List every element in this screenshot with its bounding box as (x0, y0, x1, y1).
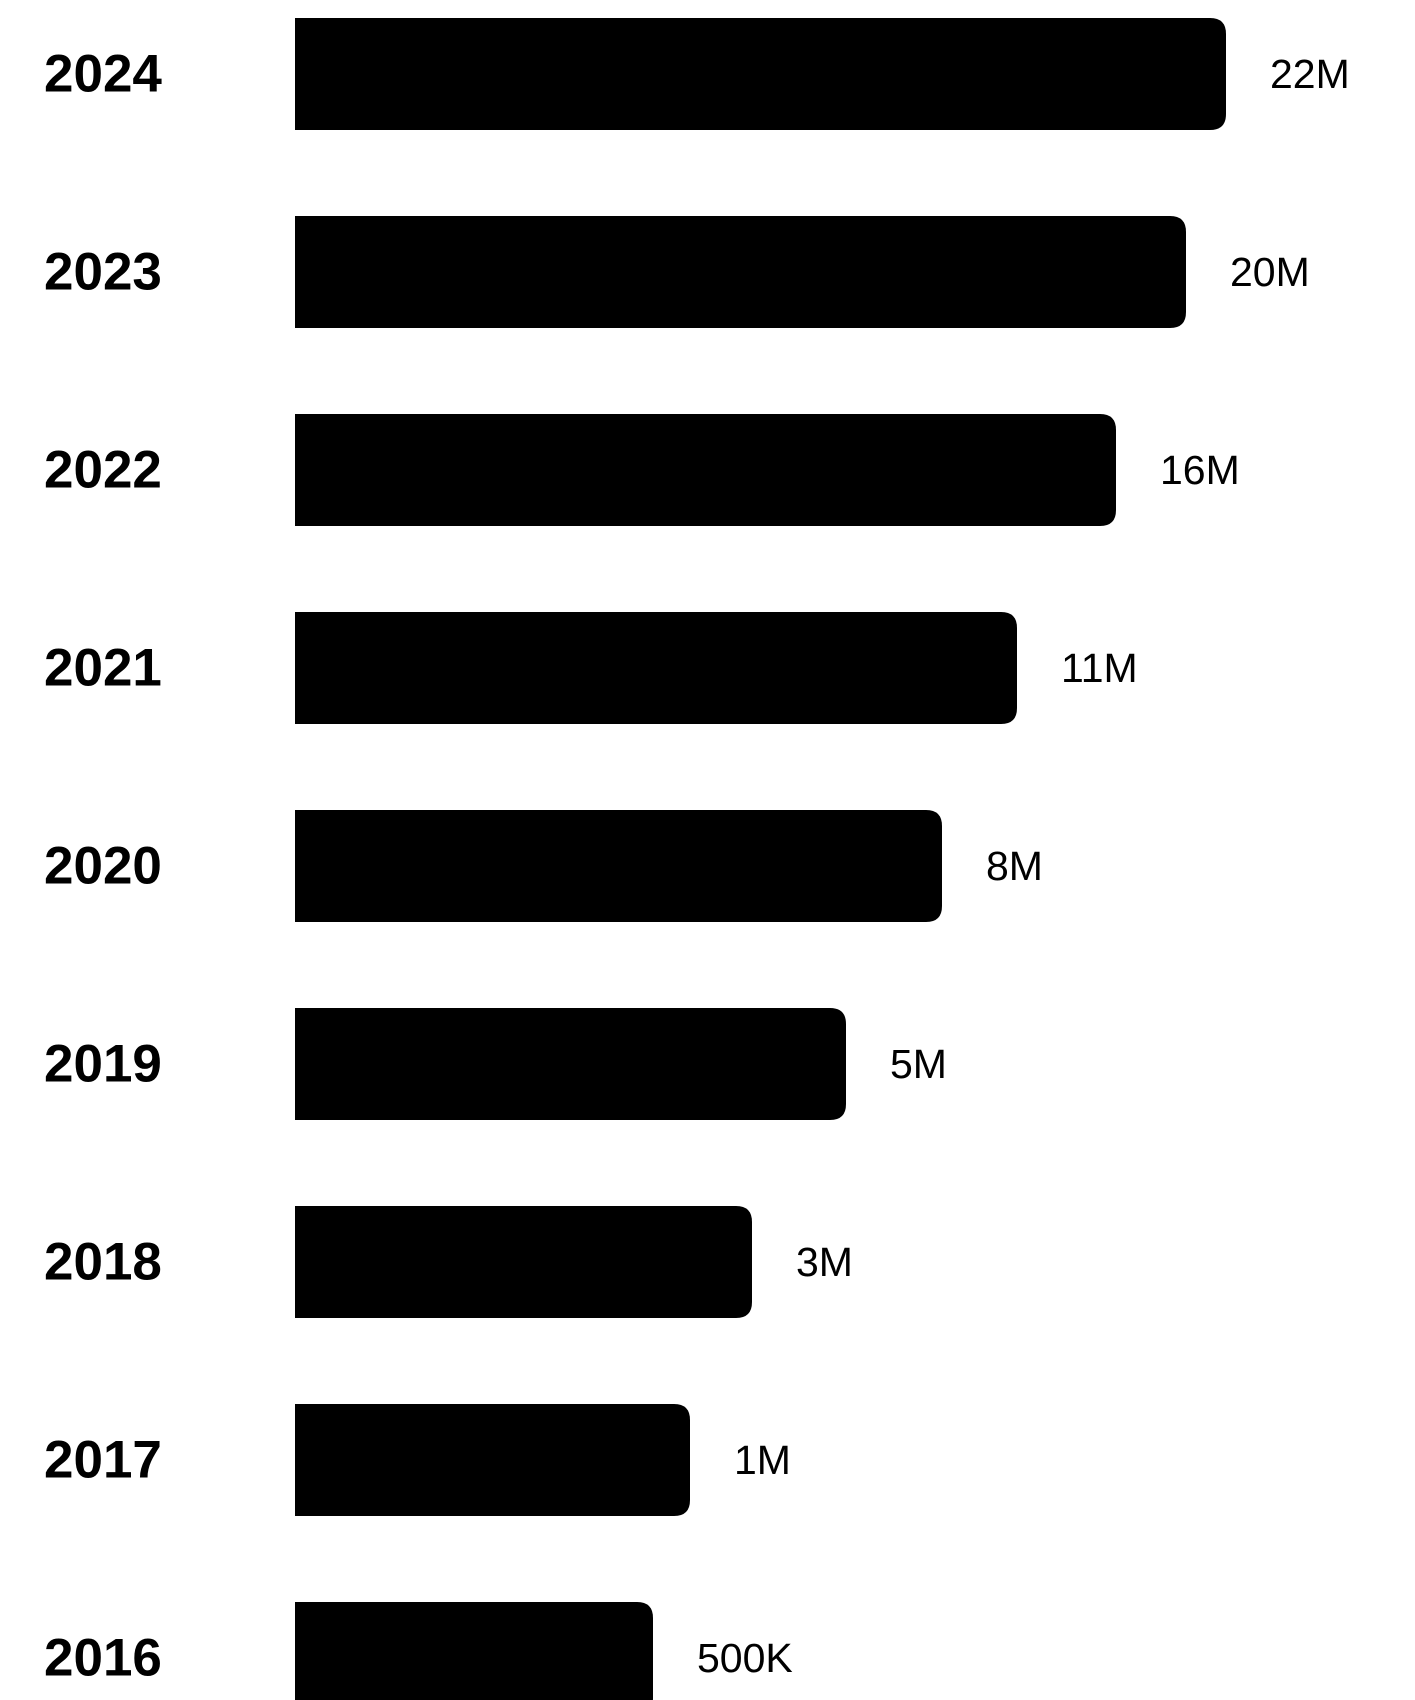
bar-2016 (295, 1602, 653, 1700)
category-label-2016: 2016 (44, 1629, 162, 1688)
category-label-2019: 2019 (44, 1035, 162, 1094)
data-label-2022: 16M (1160, 447, 1240, 493)
category-label-2021: 2021 (44, 639, 162, 698)
bar-2020 (295, 810, 942, 922)
data-label-2016: 500K (697, 1635, 793, 1681)
bar-2024 (295, 18, 1226, 130)
data-label-2024: 22M (1270, 51, 1350, 97)
data-label-2017: 1M (734, 1437, 791, 1483)
bar-2022 (295, 414, 1116, 526)
bar-2019 (295, 1008, 846, 1120)
category-label-2024: 2024 (44, 45, 162, 104)
category-label-2023: 2023 (44, 243, 162, 302)
data-label-2020: 8M (986, 843, 1043, 889)
data-label-2023: 20M (1230, 249, 1310, 295)
data-label-2021: 11M (1061, 645, 1138, 691)
category-label-2017: 2017 (44, 1431, 162, 1490)
bar-2018 (295, 1206, 752, 1318)
category-label-2020: 2020 (44, 837, 162, 896)
bar-2021 (295, 612, 1017, 724)
category-label-2022: 2022 (44, 441, 162, 500)
category-label-2018: 2018 (44, 1233, 162, 1292)
data-label-2019: 5M (890, 1041, 947, 1087)
bar-2023 (295, 216, 1186, 328)
bar-2017 (295, 1404, 690, 1516)
data-label-2018: 3M (796, 1239, 853, 1285)
